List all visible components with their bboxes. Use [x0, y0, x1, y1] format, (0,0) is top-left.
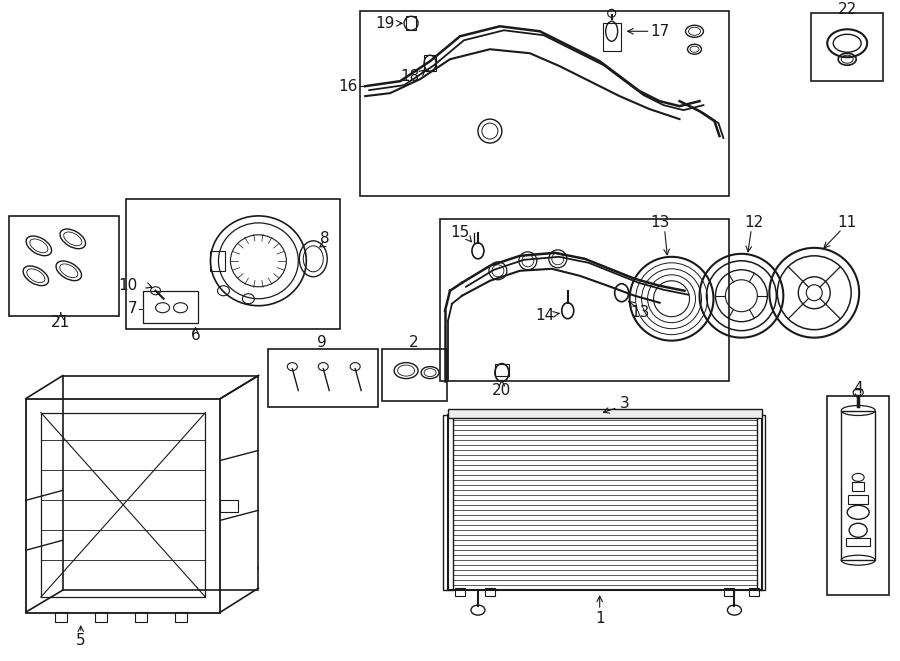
Bar — [495, 364, 508, 375]
Bar — [485, 588, 495, 596]
Text: 21: 21 — [51, 315, 70, 330]
Bar — [846, 538, 870, 546]
Bar — [848, 495, 868, 504]
Text: 1: 1 — [595, 611, 605, 625]
Bar — [360, 11, 729, 196]
Bar — [175, 612, 186, 622]
Bar — [211, 251, 226, 271]
Bar — [268, 348, 378, 407]
Text: 17: 17 — [650, 24, 670, 39]
Text: 15: 15 — [450, 225, 470, 241]
Text: 18: 18 — [400, 69, 419, 84]
Text: 13: 13 — [650, 215, 670, 231]
Text: 9: 9 — [318, 335, 327, 350]
Bar — [406, 17, 416, 30]
Bar — [142, 291, 197, 323]
Bar — [424, 56, 436, 71]
Bar — [443, 416, 453, 590]
Text: 8: 8 — [320, 231, 330, 247]
Text: 6: 6 — [191, 328, 201, 343]
Text: 12: 12 — [745, 215, 764, 231]
Bar — [811, 13, 883, 81]
Text: 22: 22 — [838, 2, 857, 17]
Text: 10: 10 — [119, 278, 138, 293]
Text: 20: 20 — [492, 383, 511, 398]
Text: 11: 11 — [838, 215, 857, 231]
Bar — [55, 612, 67, 622]
Bar — [852, 483, 864, 491]
Bar — [94, 612, 107, 622]
Text: 7: 7 — [128, 301, 138, 316]
Bar — [9, 216, 119, 316]
Text: 14: 14 — [536, 308, 554, 323]
Text: 16: 16 — [338, 79, 357, 94]
Bar — [26, 399, 220, 613]
Bar — [758, 416, 765, 590]
Bar — [724, 588, 734, 596]
Bar — [448, 416, 762, 590]
Bar — [40, 412, 205, 597]
Bar — [126, 199, 340, 329]
Bar — [135, 612, 147, 622]
Bar — [382, 348, 447, 401]
Text: 3: 3 — [620, 396, 629, 411]
Text: 13: 13 — [630, 305, 649, 320]
Bar — [827, 395, 889, 595]
Text: 4: 4 — [853, 381, 863, 396]
Text: 2: 2 — [410, 335, 418, 350]
Text: 5: 5 — [76, 633, 86, 648]
Text: 19: 19 — [375, 16, 395, 31]
Bar — [440, 219, 729, 381]
Bar — [220, 500, 238, 512]
Bar — [448, 408, 762, 418]
Bar — [842, 410, 875, 561]
Bar — [455, 588, 465, 596]
Bar — [603, 23, 621, 52]
Bar — [750, 588, 760, 596]
